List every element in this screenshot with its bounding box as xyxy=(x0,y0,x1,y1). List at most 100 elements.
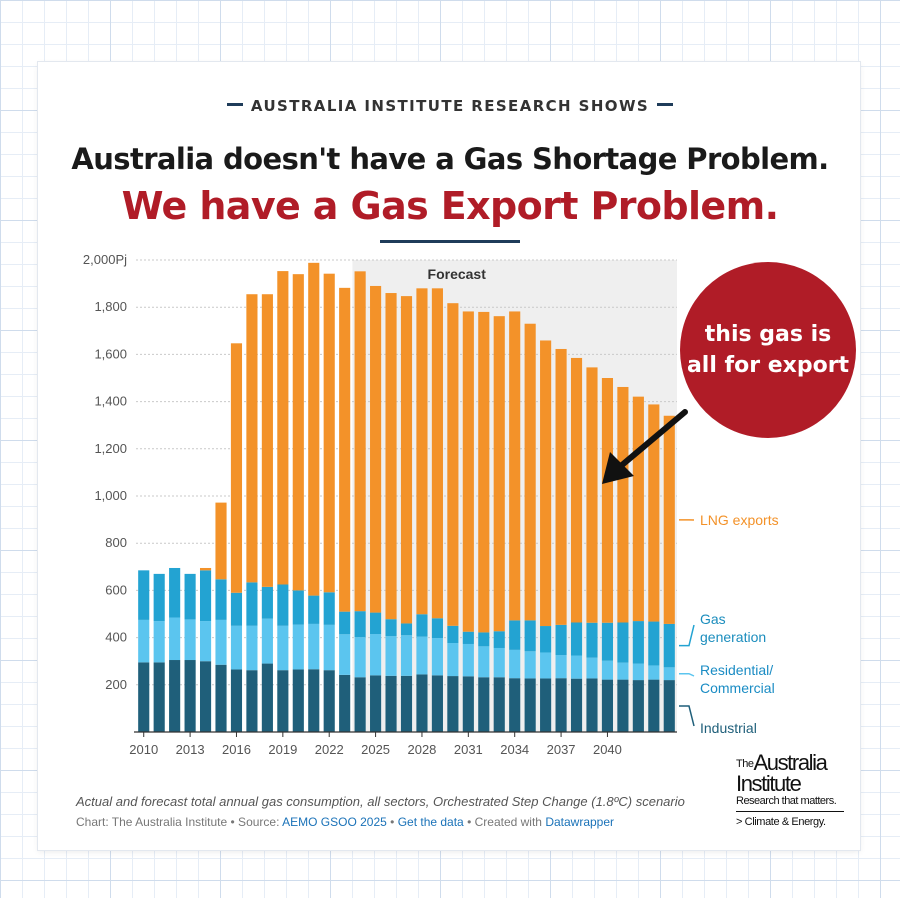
bar-segment xyxy=(261,586,273,619)
x-tick-label: 2031 xyxy=(454,742,483,757)
bar-segment xyxy=(230,343,243,593)
legend-label: generation xyxy=(700,629,766,645)
bar-segment xyxy=(246,294,258,583)
bar-segment xyxy=(431,675,443,732)
bar-segment xyxy=(354,611,366,638)
bar-segment xyxy=(663,415,675,624)
legend-label: Commercial xyxy=(700,680,775,696)
bar-segment xyxy=(416,636,428,675)
legend-connector xyxy=(679,624,695,647)
bar-segment xyxy=(184,619,196,661)
bar-segment xyxy=(447,676,459,732)
bar-segment xyxy=(230,592,243,626)
bar-segment xyxy=(509,311,521,621)
source-prefix: Chart: The Australia Institute • Source: xyxy=(76,815,283,829)
bar-segment xyxy=(509,649,521,679)
bar-segment xyxy=(277,670,289,732)
bar-segment xyxy=(138,619,150,663)
bar-segment xyxy=(478,311,490,633)
bar-segment xyxy=(540,678,552,732)
x-tick-label: 2016 xyxy=(222,742,251,757)
bar-segment xyxy=(261,663,273,732)
bar-segment xyxy=(663,623,675,668)
bar-segment xyxy=(447,303,459,626)
bar-segment xyxy=(169,617,181,661)
headline-rule xyxy=(380,240,520,243)
logo-divider xyxy=(736,811,844,812)
bar-segment xyxy=(292,590,304,625)
bar-segment xyxy=(261,294,273,587)
logo-line1: TheAustralia xyxy=(736,752,856,774)
source-sep2: • Created with xyxy=(463,815,546,829)
y-tick-label: 1,800 xyxy=(94,299,127,314)
x-tick-label: 2025 xyxy=(361,742,390,757)
y-tick-label: 1,400 xyxy=(94,394,127,409)
y-tick-label: 2,000Pj xyxy=(83,252,127,267)
bar-segment xyxy=(617,386,629,623)
bar-segment xyxy=(570,655,583,679)
bar-segment xyxy=(555,678,567,732)
bar-segment xyxy=(215,502,227,580)
logo-subtitle: > Climate & Energy. xyxy=(736,816,826,828)
bar-segment xyxy=(370,285,382,613)
bar-segment xyxy=(385,293,397,620)
get-the-data-link[interactable]: Get the data xyxy=(397,815,464,829)
bar-segment xyxy=(524,620,536,652)
bar-segment xyxy=(431,288,443,619)
bar-segment xyxy=(246,582,258,626)
bar-segment xyxy=(215,664,227,732)
bar-segment xyxy=(416,674,428,732)
bar-segment xyxy=(632,680,644,732)
bar-segment xyxy=(431,638,443,676)
bar-segment xyxy=(308,262,320,596)
bar-segment xyxy=(617,622,629,663)
y-tick-label: 1,000 xyxy=(94,488,127,503)
bar-segment xyxy=(354,637,366,678)
x-tick-label: 2013 xyxy=(176,742,205,757)
x-tick-label: 2019 xyxy=(268,742,297,757)
headline-line1: Australia doesn't have a Gas Shortage Pr… xyxy=(71,142,829,176)
bar-segment xyxy=(493,316,505,632)
bar-segment xyxy=(370,675,382,732)
kicker-text: AUSTRALIA INSTITUTE RESEARCH SHOWS xyxy=(250,97,650,115)
bar-segment xyxy=(138,662,150,732)
x-tick-label: 2010 xyxy=(129,742,158,757)
x-tick-label: 2037 xyxy=(547,742,576,757)
bar-segment xyxy=(617,679,629,732)
bar-segment xyxy=(385,619,397,637)
legend-label: Residential/ xyxy=(700,662,773,678)
bar-segment xyxy=(601,378,614,623)
kicker: AUSTRALIA INSTITUTE RESEARCH SHOWS xyxy=(0,97,900,115)
bar-segment xyxy=(431,618,443,639)
bar-segment xyxy=(199,621,212,662)
legend-label: LNG exports xyxy=(700,512,779,528)
bar-segment xyxy=(323,624,335,671)
bar-segment xyxy=(478,677,490,732)
bar-segment xyxy=(370,634,382,676)
callout-arrow-shaft xyxy=(619,409,688,468)
bar-segment xyxy=(199,567,212,571)
bar-segment xyxy=(323,670,335,732)
bar-segment xyxy=(663,667,675,681)
bar-segment xyxy=(648,404,660,622)
datawrapper-link[interactable]: Datawrapper xyxy=(545,815,615,829)
bar-segment xyxy=(230,625,243,670)
bar-segment xyxy=(138,570,150,620)
bar-segment xyxy=(308,595,320,624)
bar-segment xyxy=(663,680,675,732)
bar-segment xyxy=(493,647,505,678)
export-callout: this gas is all for export xyxy=(680,262,856,438)
bar-segment xyxy=(277,584,289,626)
legend-label: Industrial xyxy=(700,720,757,736)
kicker-dash-right xyxy=(657,103,674,106)
bar-segment xyxy=(586,657,598,679)
y-tick-label: 600 xyxy=(105,582,127,597)
bar-segment xyxy=(570,357,583,623)
callout-arrow-head xyxy=(602,452,634,484)
bar-segment xyxy=(447,625,459,644)
bar-segment xyxy=(586,367,598,623)
bar-segment xyxy=(215,619,227,665)
kicker-dash-left xyxy=(226,103,243,106)
bar-segment xyxy=(416,288,428,615)
source-link-aemo[interactable]: AEMO GSOO 2025 xyxy=(282,815,387,829)
